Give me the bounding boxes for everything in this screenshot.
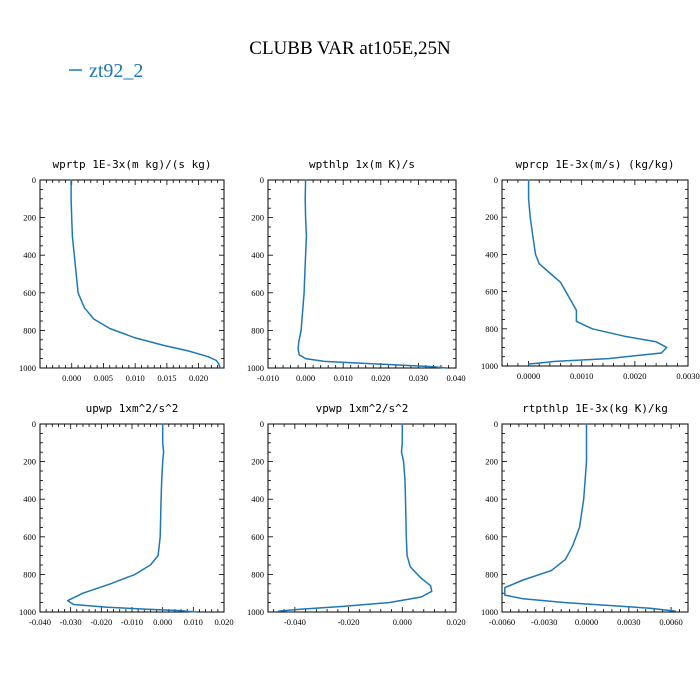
y-tick-label: 400 — [251, 250, 264, 260]
y-tick-label: 1000 — [19, 363, 36, 373]
y-tick-label: 600 — [23, 532, 36, 542]
y-tick-label: 400 — [23, 250, 36, 260]
x-tick-label: 0.030 — [409, 373, 428, 383]
x-tick-label: 0.010 — [334, 373, 353, 383]
panel-title: vpwp 1xm^2/s^2 — [316, 402, 409, 415]
y-tick-label: 400 — [251, 494, 264, 504]
x-tick-label: 0.0030 — [617, 617, 640, 627]
y-tick-label: 0 — [32, 419, 36, 429]
x-tick-label: 0.000 — [393, 617, 412, 627]
plot-frame — [267, 179, 457, 369]
panel-title: upwp 1xm^2/s^2 — [86, 402, 179, 415]
x-tick-label: 0.0000 — [517, 371, 540, 381]
x-tick-label: 0.020 — [446, 617, 465, 627]
y-tick-label: 800 — [251, 569, 264, 579]
panel-1: wprtp 1E-3x(m kg)/(s kg) 0 200 400 600 800 100… — [19, 158, 225, 383]
plot-frame — [501, 423, 689, 613]
x-tick-label: -0.010 — [121, 617, 143, 627]
x-tick-label: 0.010 — [126, 373, 145, 383]
panel-title: rtpthlp 1E-3x(kg K)/kg — [522, 402, 668, 415]
x-tick-label: 0.0000 — [575, 617, 598, 627]
x-tick-label: 0.005 — [94, 373, 113, 383]
y-tick-label: 200 — [485, 212, 498, 222]
x-tick-label: 0.020 — [214, 617, 233, 627]
y-tick-label: 1000 — [247, 363, 264, 373]
y-tick-label: 0 — [260, 175, 264, 185]
y-tick-label: 600 — [485, 287, 498, 297]
x-tick-label: 0.000 — [153, 617, 172, 627]
y-tick-label: 0 — [260, 419, 264, 429]
legend-label: zt92_2 — [89, 60, 143, 82]
panel-6: rtpthlp 1E-3x(kg K)/kg02004006008001000-… — [481, 402, 689, 627]
y-tick-label: 600 — [251, 288, 264, 298]
panel-2: wpthlp 1x(m K)/s 0 200 400 600 800 1000-0.010 0… — [247, 158, 466, 383]
y-tick-label: 200 — [485, 457, 498, 467]
y-tick-label: 800 — [251, 325, 264, 335]
series-line-zt92_2 — [527, 179, 668, 365]
y-tick-label: 0 — [32, 175, 36, 185]
panel-4: upwp 1xm^2/s^2 0 200 400 600 800 1000-0.040 -0.… — [19, 402, 234, 627]
y-tick-label: 1000 — [481, 607, 498, 617]
x-tick-label: 0.015 — [157, 373, 176, 383]
panel-3: wprcp 1E-3x(m/s) (kg/kg) 0 200 400 600 800 100… — [481, 158, 700, 381]
y-tick-label: 1000 — [481, 361, 498, 371]
legend: zt92_2 — [69, 60, 143, 82]
series-line-zt92_2 — [277, 423, 433, 612]
y-tick-label: 400 — [485, 494, 498, 504]
x-tick-label: 0.010 — [184, 617, 203, 627]
panel-5: vpwp 1xm^2/s^2 0 200 400 600 800 1000 -0.040 -0.… — [247, 402, 466, 627]
y-tick-label: 600 — [485, 532, 498, 542]
x-tick-label: -0.040 — [29, 617, 51, 627]
y-tick-label: 800 — [485, 324, 498, 334]
x-tick-label: 0.0060 — [659, 617, 682, 627]
plot-frame — [39, 423, 225, 613]
y-tick-label: 200 — [23, 457, 36, 467]
x-tick-label: 0.000 — [296, 373, 315, 383]
series-line-zt92_2 — [504, 423, 677, 612]
series-line-zt92_2 — [297, 179, 448, 369]
y-tick-label: 600 — [23, 288, 36, 298]
y-tick-label: 0 — [494, 419, 498, 429]
y-tick-label: 200 — [23, 213, 36, 223]
y-tick-label: 200 — [251, 457, 264, 467]
x-tick-label: -0.030 — [60, 617, 82, 627]
x-tick-label: 0.000 — [62, 373, 81, 383]
figure-title: CLUBB VAR at105E,25N — [249, 38, 451, 59]
x-tick-label: -0.040 — [284, 617, 306, 627]
panel-title: wprtp 1E-3x(m kg)/(s kg) — [53, 158, 212, 171]
y-tick-label: 400 — [23, 494, 36, 504]
panels: wprtp 1E-3x(m kg)/(s kg) 0 200 400 600 800 100… — [19, 158, 700, 627]
y-tick-label: 800 — [23, 569, 36, 579]
y-tick-label: 600 — [251, 532, 264, 542]
series-line-zt92_2 — [66, 423, 198, 613]
x-tick-label: 0.020 — [371, 373, 390, 383]
y-tick-label: 1000 — [19, 607, 36, 617]
x-tick-label: -0.020 — [90, 617, 112, 627]
x-tick-label: -0.010 — [257, 373, 279, 383]
y-tick-label: 200 — [251, 213, 264, 223]
x-tick-label: -0.0060 — [489, 617, 515, 627]
plot-frame — [39, 179, 225, 369]
x-tick-label: 0.0030 — [676, 371, 699, 381]
y-tick-label: 0 — [494, 175, 498, 185]
series-line-zt92_2 — [70, 179, 221, 369]
y-tick-label: 800 — [485, 569, 498, 579]
y-tick-label: 1000 — [247, 607, 264, 617]
y-tick-label: 400 — [485, 249, 498, 259]
x-tick-label: -0.0030 — [531, 617, 557, 627]
panel-title: wpthlp 1x(m K)/s — [309, 158, 415, 171]
x-tick-label: 0.040 — [446, 373, 465, 383]
x-tick-label: 0.0020 — [623, 371, 646, 381]
x-tick-label: 0.0010 — [570, 371, 593, 381]
x-tick-label: 0.020 — [189, 373, 208, 383]
x-tick-label: -0.020 — [338, 617, 360, 627]
panel-title: wprcp 1E-3x(m/s) (kg/kg) — [516, 158, 675, 171]
y-tick-label: 800 — [23, 325, 36, 335]
